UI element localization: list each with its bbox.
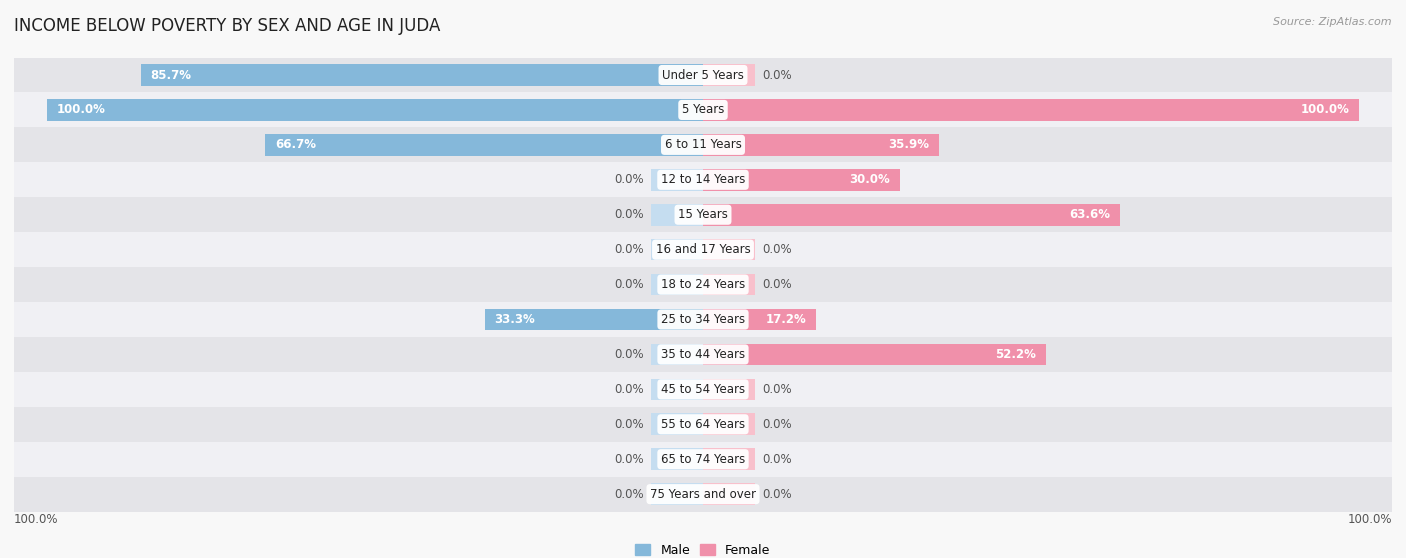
Text: 0.0%: 0.0% — [614, 243, 644, 256]
Text: 0.0%: 0.0% — [614, 488, 644, 501]
Text: 16 and 17 Years: 16 and 17 Years — [655, 243, 751, 256]
Bar — [651, 169, 703, 191]
Text: 5 Years: 5 Years — [682, 103, 724, 117]
Text: 85.7%: 85.7% — [150, 69, 191, 81]
Text: 100.0%: 100.0% — [1347, 513, 1392, 526]
Bar — [703, 169, 900, 191]
Text: 0.0%: 0.0% — [762, 488, 792, 501]
Bar — [651, 344, 703, 365]
Text: 0.0%: 0.0% — [762, 383, 792, 396]
Legend: Male, Female: Male, Female — [630, 539, 776, 558]
Text: 45 to 54 Years: 45 to 54 Years — [661, 383, 745, 396]
Text: 35 to 44 Years: 35 to 44 Years — [661, 348, 745, 361]
Bar — [703, 99, 1360, 121]
Bar — [703, 449, 755, 470]
Text: 52.2%: 52.2% — [995, 348, 1036, 361]
Bar — [14, 407, 1392, 442]
Text: 0.0%: 0.0% — [614, 453, 644, 466]
Bar — [14, 372, 1392, 407]
Bar — [703, 64, 755, 86]
Bar — [651, 274, 703, 295]
Bar — [14, 337, 1392, 372]
Bar — [14, 232, 1392, 267]
Text: 30.0%: 30.0% — [849, 174, 890, 186]
Bar — [703, 309, 815, 330]
Text: Under 5 Years: Under 5 Years — [662, 69, 744, 81]
Text: 55 to 64 Years: 55 to 64 Years — [661, 418, 745, 431]
Bar — [266, 134, 703, 156]
Bar — [14, 57, 1392, 93]
Bar — [141, 64, 703, 86]
Text: 0.0%: 0.0% — [614, 348, 644, 361]
Text: 0.0%: 0.0% — [614, 418, 644, 431]
Text: 100.0%: 100.0% — [14, 513, 59, 526]
Bar — [14, 267, 1392, 302]
Text: Source: ZipAtlas.com: Source: ZipAtlas.com — [1274, 17, 1392, 27]
Text: 0.0%: 0.0% — [762, 243, 792, 256]
Text: 75 Years and over: 75 Years and over — [650, 488, 756, 501]
Bar — [651, 378, 703, 400]
Bar — [703, 204, 1121, 225]
Text: 12 to 14 Years: 12 to 14 Years — [661, 174, 745, 186]
Text: 0.0%: 0.0% — [762, 278, 792, 291]
Bar — [703, 274, 755, 295]
Text: 0.0%: 0.0% — [614, 208, 644, 221]
Bar — [651, 204, 703, 225]
Text: 6 to 11 Years: 6 to 11 Years — [665, 138, 741, 151]
Text: 15 Years: 15 Years — [678, 208, 728, 221]
Bar — [703, 344, 1046, 365]
Text: 25 to 34 Years: 25 to 34 Years — [661, 313, 745, 326]
Text: 33.3%: 33.3% — [495, 313, 536, 326]
Bar — [46, 99, 703, 121]
Text: 0.0%: 0.0% — [762, 69, 792, 81]
Text: 65 to 74 Years: 65 to 74 Years — [661, 453, 745, 466]
Text: 17.2%: 17.2% — [765, 313, 806, 326]
Text: 0.0%: 0.0% — [762, 453, 792, 466]
Bar — [485, 309, 703, 330]
Bar — [703, 378, 755, 400]
Text: 0.0%: 0.0% — [614, 383, 644, 396]
Text: 66.7%: 66.7% — [276, 138, 316, 151]
Bar — [14, 162, 1392, 198]
Bar — [14, 442, 1392, 477]
Bar — [703, 483, 755, 505]
Bar — [14, 302, 1392, 337]
Text: 18 to 24 Years: 18 to 24 Years — [661, 278, 745, 291]
Bar — [651, 413, 703, 435]
Bar — [14, 93, 1392, 127]
Bar — [651, 483, 703, 505]
Bar — [703, 134, 939, 156]
Bar — [703, 413, 755, 435]
Bar — [14, 127, 1392, 162]
Text: 100.0%: 100.0% — [1301, 103, 1350, 117]
Text: 100.0%: 100.0% — [56, 103, 105, 117]
Text: 0.0%: 0.0% — [614, 278, 644, 291]
Bar — [651, 239, 703, 261]
Bar — [651, 449, 703, 470]
Text: 35.9%: 35.9% — [887, 138, 929, 151]
Text: INCOME BELOW POVERTY BY SEX AND AGE IN JUDA: INCOME BELOW POVERTY BY SEX AND AGE IN J… — [14, 17, 440, 35]
Bar — [14, 198, 1392, 232]
Bar — [14, 477, 1392, 512]
Bar — [703, 239, 755, 261]
Text: 0.0%: 0.0% — [614, 174, 644, 186]
Text: 63.6%: 63.6% — [1070, 208, 1111, 221]
Text: 0.0%: 0.0% — [762, 418, 792, 431]
